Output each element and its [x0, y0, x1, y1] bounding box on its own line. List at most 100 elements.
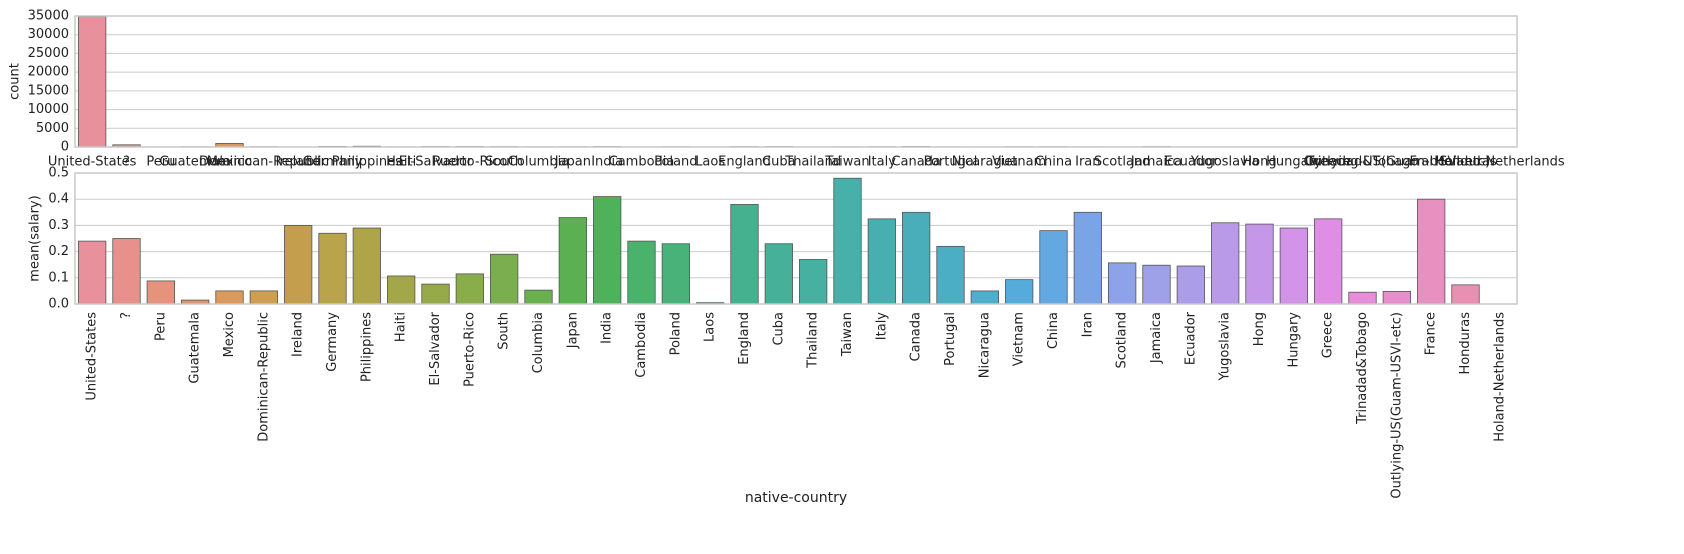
- y-tick-label: 15000: [28, 83, 69, 98]
- x-tick-label: Nicaragua: [977, 312, 992, 378]
- x-tick-label: South: [485, 155, 523, 170]
- x-tick-label: Japan: [565, 312, 580, 349]
- bar: [1382, 291, 1411, 305]
- x-tick-label: Guatemala: [159, 155, 231, 170]
- x-tick-label: Mexico: [222, 312, 237, 357]
- y-tick-label: 20000: [28, 65, 69, 80]
- x-tick-label: Thailand: [806, 312, 821, 369]
- x-tick-label: China: [1046, 312, 1061, 349]
- x-tick-label: Holand-Netherlands: [1435, 155, 1565, 170]
- bar: [1245, 223, 1274, 305]
- x-tick-label: Canada: [891, 155, 940, 170]
- x-tick-label: Cuba: [762, 155, 796, 170]
- x-tick-label: Cuba: [771, 312, 786, 346]
- bar: [78, 240, 107, 305]
- x-tick-label: Italy: [874, 312, 889, 341]
- bar: [387, 275, 416, 305]
- axes-frame: [74, 172, 1518, 305]
- bar: [970, 290, 999, 305]
- x-tick-label: ?: [119, 312, 134, 319]
- bar: [249, 290, 278, 305]
- x-tick-label: Italy: [868, 155, 897, 170]
- y-tick-label: 25000: [28, 46, 69, 61]
- x-tick-label: Germany: [325, 312, 340, 372]
- bar: [833, 177, 862, 305]
- y-axis-label: mean(salary): [28, 195, 43, 281]
- x-tick-label: Nicaragua: [952, 155, 1018, 170]
- bar: [1348, 291, 1377, 305]
- x-tick-label: Scotland: [1115, 312, 1130, 369]
- x-tick-label: El-Salvador: [428, 311, 443, 385]
- x-tick-label: France: [1410, 155, 1453, 170]
- x-tick-label: England: [718, 155, 771, 170]
- x-tick-label: Outlying-US(Guam-USVI-etc): [1304, 155, 1491, 170]
- bar: [627, 240, 656, 305]
- x-tick-label: Haiti: [394, 312, 409, 342]
- bar: [1142, 264, 1171, 305]
- x-tick-label: Portugal: [924, 155, 978, 170]
- x-tick-label: Iran: [1080, 312, 1095, 337]
- x-tick-label: ?: [123, 155, 130, 170]
- x-tick-label: Greece: [1321, 312, 1336, 358]
- x-tick-label: Ireland: [276, 155, 321, 170]
- bar: [146, 280, 175, 305]
- bar: [112, 238, 141, 305]
- x-tick-label: China: [1035, 155, 1072, 170]
- y-tick-label: 0.0: [48, 297, 69, 312]
- x-tick-label: Philippines: [359, 312, 374, 382]
- y-tick-label: 0: [61, 140, 69, 155]
- bar: [215, 290, 244, 305]
- bar: [764, 243, 793, 305]
- x-tick-label: Poland: [654, 155, 697, 170]
- y-tick-label: 0.4: [48, 192, 69, 207]
- bar: [1211, 222, 1240, 305]
- x-tick-label: Germany: [303, 155, 363, 170]
- x-tick-label: Hong: [1252, 312, 1267, 346]
- x-tick-label: Greece: [1305, 155, 1351, 170]
- x-tick-label: Guatemala: [188, 312, 203, 384]
- x-tick-label: Columbia: [531, 312, 546, 373]
- bar: [421, 283, 450, 305]
- x-tick-label: Puerto-Rico: [432, 155, 507, 170]
- x-tick-label: Jamaica: [1130, 155, 1182, 170]
- bar: [1039, 230, 1068, 305]
- y-tick-label: 5000: [36, 121, 69, 136]
- x-tick-label: Peru: [146, 155, 175, 170]
- x-tick-label: Cambodia: [609, 155, 675, 170]
- x-tick-label: Outlying-US(Guam-USVI-etc): [1389, 312, 1404, 499]
- bar: [902, 211, 931, 305]
- y-tick-label: 0.2: [48, 244, 69, 259]
- bar: [490, 253, 519, 305]
- x-tick-label: Taiwan: [824, 155, 869, 170]
- x-tick-label: Vietnam: [992, 155, 1046, 170]
- y-axis-label: count: [8, 63, 23, 100]
- x-axis-label: native-country: [745, 490, 847, 506]
- y-tick-label: 0.3: [48, 218, 69, 233]
- bar: [1417, 198, 1446, 305]
- y-tick-label: 0.1: [48, 270, 69, 285]
- x-tick-label: Hungary: [1286, 312, 1301, 368]
- x-tick-label: Scotland: [1094, 155, 1151, 170]
- bar: [593, 196, 622, 305]
- x-tick-label: Philippines: [332, 155, 402, 170]
- x-tick-label: United-States: [48, 155, 137, 170]
- y-tick-label: 10000: [28, 102, 69, 117]
- bar: [524, 289, 553, 305]
- bar: [455, 273, 484, 305]
- x-tick-label: Trinadad&Tobago: [1355, 312, 1370, 425]
- x-tick-label: United-States: [85, 312, 100, 401]
- x-tick-label: Mexico: [207, 155, 252, 170]
- x-tick-label: Canada: [909, 312, 924, 361]
- x-tick-label: Honduras: [1434, 155, 1497, 170]
- x-tick-label: Puerto-Rico: [462, 312, 477, 387]
- bar: [284, 224, 313, 305]
- y-tick-label: 35000: [28, 9, 69, 24]
- x-tick-label: Yugoslavia: [1218, 312, 1233, 382]
- x-tick-label: India: [600, 312, 615, 344]
- x-tick-label: Jamaica: [1149, 312, 1164, 364]
- bar: [1314, 218, 1343, 305]
- bar: [1073, 211, 1102, 305]
- x-tick-label: Hungary: [1266, 155, 1322, 170]
- x-tick-label: Haiti: [386, 155, 416, 170]
- x-tick-label: Taiwan: [840, 312, 855, 357]
